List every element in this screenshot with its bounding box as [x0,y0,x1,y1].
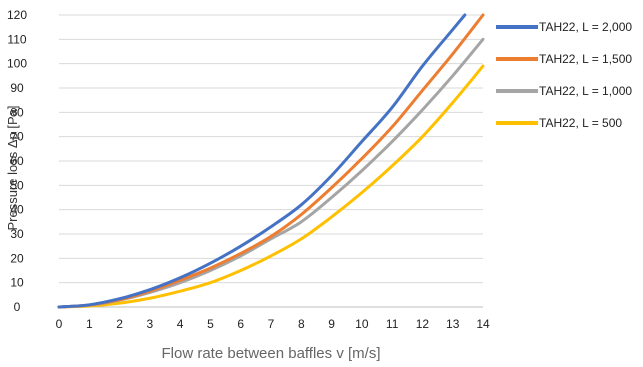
legend-label-2: TAH22, L = 1,500 [539,52,632,66]
x-tick-label: 5 [207,317,214,331]
y-tick-label: 40 [10,203,24,217]
legend-label-4: TAH22, L = 500 [539,116,622,130]
x-tick-label: 13 [446,317,460,331]
x-axis-title: Flow rate between baffles v [m/s] [162,345,381,362]
x-tick-label: 0 [56,317,63,331]
series-line-3 [57,37,485,309]
x-tick-label: 9 [328,317,335,331]
series-line-1 [57,13,467,309]
y-tick-label: 30 [10,227,24,241]
x-tick-label: 10 [355,317,369,331]
y-tick-label: 110 [7,32,26,46]
x-tick-label: 4 [177,317,184,331]
x-tick-label: 1 [86,317,93,331]
x-tick-label: 14 [476,317,490,331]
y-tick-label: 0 [14,300,21,314]
legend-label-1: TAH22, L = 2,000 [539,20,632,34]
gridlines [59,14,483,308]
x-tick-label: 6 [237,317,244,331]
y-tick-label: 100 [7,57,27,71]
y-tick-label: 120 [7,8,27,22]
legend-label-3: TAH22, L = 1,000 [539,84,632,98]
y-tick-label: 90 [10,81,24,95]
y-tick-label: 10 [10,276,24,290]
y-tick-label: 50 [10,178,24,192]
y-axis-ticks: 0 10 20 30 40 50 60 70 80 90 100 110 120 [7,8,27,314]
x-axis-ticks: 0 1 2 3 4 5 6 7 8 9 10 11 12 13 14 [56,317,490,331]
y-tick-label: 60 [10,154,24,168]
y-tick-label: 70 [10,130,24,144]
y-tick-label: 80 [10,105,24,119]
x-tick-label: 12 [416,317,430,331]
x-tick-label: 7 [268,317,275,331]
x-tick-label: 11 [386,317,399,331]
series-lines [57,13,485,309]
series-line-4 [57,64,485,309]
x-tick-label: 8 [298,317,305,331]
x-tick-label: 3 [147,317,154,331]
x-tick-label: 2 [116,317,123,331]
y-tick-label: 20 [10,251,24,265]
legend: TAH22, L = 2,000 TAH22, L = 1,500 TAH22, L… [496,20,632,130]
y-axis-title: Pressure loss Δp [Pa] [5,105,20,230]
